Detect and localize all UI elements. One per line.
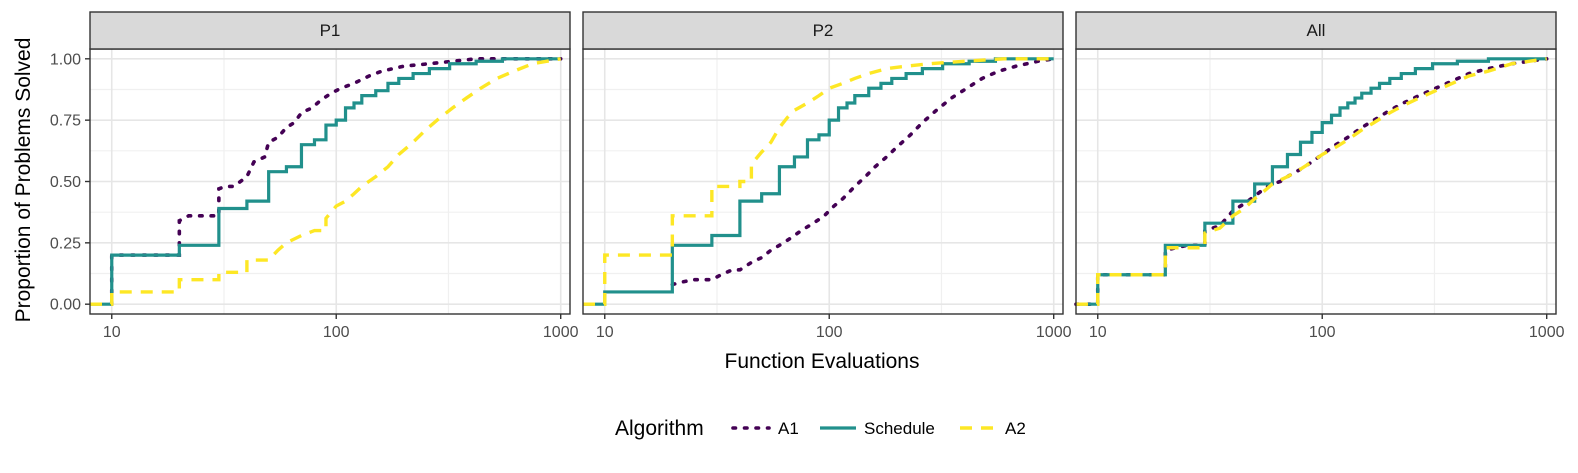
facet-strip <box>89 11 571 50</box>
series-line-a2 <box>583 57 1054 306</box>
x-tick-label: 100 <box>816 324 843 341</box>
y-tick-label: 0.00 <box>50 297 81 314</box>
legend-label-a1: A1 <box>778 419 799 438</box>
x-tick-label: 1000 <box>1036 324 1072 341</box>
x-tick-label: 10 <box>1089 324 1107 341</box>
facet-panel-all: All 10 100 1000 <box>1074 11 1565 341</box>
y-axis-title: Proportion of Problems Solved <box>12 38 35 323</box>
series-line-schedule <box>583 57 1054 306</box>
legend-title: Algorithm <box>615 417 704 440</box>
x-tick-label: 100 <box>323 324 350 341</box>
facet-strip <box>1075 11 1557 50</box>
y-tick-label: 0.75 <box>50 113 81 130</box>
legend-label-a2: A2 <box>1005 419 1026 438</box>
x-tick-label: 10 <box>596 324 614 341</box>
facet-strip-label: P2 <box>813 21 834 40</box>
x-tick-label: 10 <box>103 324 121 341</box>
series-line-schedule <box>90 57 561 306</box>
y-tick-label: 0.50 <box>50 174 81 191</box>
facet-panel-p2: P2 10 100 1000 <box>582 11 1072 341</box>
x-axis-title: Function Evaluations <box>725 350 920 373</box>
y-tick-label: 0.25 <box>50 235 81 252</box>
series-line-a1 <box>670 57 1056 287</box>
y-tick-label: 1.00 <box>50 51 81 68</box>
series-line-a2 <box>90 57 562 306</box>
facet-panel-p1: P1 10 100 1000 <box>89 11 579 341</box>
x-tick-label: 100 <box>1309 324 1336 341</box>
y-tick-labels: 0.00 0.25 0.50 0.75 1.00 <box>50 51 90 314</box>
facet-panels: P1 10 100 1000 P2 10 100 1000 All 10 100 1000 <box>89 11 1565 341</box>
x-tick-label: 1000 <box>543 324 579 341</box>
facet-strip-label: All <box>1307 21 1326 40</box>
facet-strip-label: P1 <box>320 21 341 40</box>
legend: Algorithm A1 Schedule A2 <box>615 417 1026 440</box>
series-line-a1 <box>109 57 563 306</box>
legend-label-schedule: Schedule <box>864 419 935 438</box>
x-tick-label: 1000 <box>1529 324 1565 341</box>
series-line-a2 <box>1076 57 1547 306</box>
facet-strip <box>582 11 1064 50</box>
series-line-schedule <box>1076 57 1547 306</box>
